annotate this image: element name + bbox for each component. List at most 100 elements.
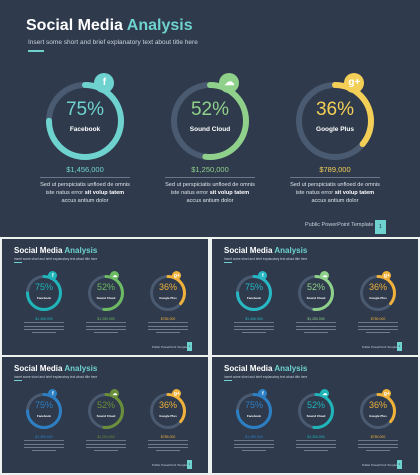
desc-line-placeholder xyxy=(358,443,398,445)
ring-progress-arc xyxy=(296,82,374,160)
title-underline xyxy=(224,380,232,381)
desc-line-placeholder xyxy=(358,328,398,330)
desc-line-placeholder xyxy=(366,449,390,451)
description-text xyxy=(354,442,402,452)
soundcloud-icon[interactable]: ☁ xyxy=(219,72,240,93)
progress-ring-svg xyxy=(296,82,374,160)
ring-progress-arc xyxy=(46,82,124,160)
stat-ring-google-plus: 36% Google Plus g+ xyxy=(150,271,186,311)
title-underline xyxy=(14,262,22,263)
title-underline xyxy=(28,50,44,52)
slide-thumbnail-3[interactable]: Social Media Analysis Insert some short a… xyxy=(2,357,208,473)
icon-glyph: g+ xyxy=(348,77,361,89)
icon-glyph: ☁ xyxy=(112,390,118,397)
facebook-icon[interactable]: f xyxy=(48,271,58,281)
stat-ring-google-plus: 36% Google Plus g+ xyxy=(360,271,396,311)
desc-line-placeholder xyxy=(148,443,188,445)
percent-value: 36% xyxy=(368,400,387,411)
icon-glyph: f xyxy=(261,390,264,397)
ring-progress-arc xyxy=(26,393,62,429)
page-number: 1 xyxy=(397,342,402,351)
facebook-icon[interactable]: f xyxy=(48,389,58,399)
main-slide[interactable]: Social Media Analysis Insert some short … xyxy=(0,0,420,237)
platform-label: Facebook xyxy=(36,413,51,418)
amount-value: $789,000 xyxy=(319,165,351,174)
stat-ring-facebook: 75% Facebook f xyxy=(26,271,62,311)
google-plus-icon[interactable]: g+ xyxy=(172,389,182,399)
soundcloud-icon[interactable]: ☁ xyxy=(320,389,330,399)
progress-ring-svg xyxy=(150,393,186,429)
amount-divider xyxy=(40,177,130,178)
desc-line-placeholder xyxy=(296,325,336,327)
title-main-text: Social Media xyxy=(14,364,65,373)
ring-progress-arc xyxy=(150,275,186,311)
desc-line-placeholder xyxy=(24,328,64,330)
amount-value: $1,456,000 xyxy=(35,435,53,439)
stat-ring-soundcloud: 52% Sound Cloud ☁ xyxy=(88,389,124,429)
facebook-icon[interactable]: f xyxy=(258,271,268,281)
slide-thumbnail-2[interactable]: Social Media Analysis Insert some short a… xyxy=(212,239,418,355)
ring-progress-arc xyxy=(298,393,334,429)
google-plus-icon[interactable]: g+ xyxy=(382,271,392,281)
stat-ring-google-plus: 36% Google Plus g+ xyxy=(360,389,396,429)
percent-value: 52% xyxy=(306,282,325,293)
percent-value: 36% xyxy=(368,282,387,293)
desc-line-placeholder xyxy=(148,325,188,327)
percent-value: 52% xyxy=(190,99,230,121)
title-accent-text: Analysis xyxy=(274,364,308,373)
thumb-title: Social Media Analysis xyxy=(14,364,97,373)
google-plus-icon[interactable]: g+ xyxy=(344,72,365,93)
ring-progress-arc xyxy=(236,393,272,429)
percent-value: 75% xyxy=(244,282,263,293)
desc-line-placeholder xyxy=(24,325,64,327)
desc-line-placeholder xyxy=(86,443,126,445)
description-text xyxy=(20,442,68,452)
amount-divider xyxy=(290,177,380,178)
desc-line-3: accus antium dolor xyxy=(186,198,234,204)
amount-divider xyxy=(234,440,274,441)
slide-thumbnail-4[interactable]: Social Media Analysis Insert some short a… xyxy=(212,357,418,473)
desc-line-2-bold: sit volup tatem xyxy=(209,190,250,196)
amount-divider xyxy=(165,177,255,178)
ring-progress-arc xyxy=(360,275,396,311)
soundcloud-icon[interactable]: ☁ xyxy=(110,271,120,281)
desc-line-placeholder xyxy=(304,331,328,333)
ring-progress-arc xyxy=(236,275,272,311)
desc-line-placeholder xyxy=(24,443,64,445)
google-plus-icon[interactable]: g+ xyxy=(172,271,182,281)
platform-label: Google Plus xyxy=(159,295,177,300)
description-text: Sed ut perspiciatis unfloed de omnis iste… xyxy=(150,181,270,205)
description-text xyxy=(230,442,278,452)
percent-value: 75% xyxy=(65,99,105,121)
amount-value: $789,000 xyxy=(160,317,176,321)
soundcloud-icon[interactable]: ☁ xyxy=(110,389,120,399)
description-text xyxy=(20,324,68,334)
stat-ring-soundcloud: 52% Sound Cloud ☁ xyxy=(88,271,124,311)
platform-label: Sound Cloud xyxy=(306,295,326,300)
slide-thumbnail-1[interactable]: Social Media Analysis Insert some short a… xyxy=(2,239,208,355)
title-accent-text: Analysis xyxy=(126,17,193,34)
amount-divider xyxy=(86,322,126,323)
thumb-subtitle: Insert some short and brief explanatory … xyxy=(224,257,308,261)
facebook-icon[interactable]: f xyxy=(258,389,268,399)
amount-value: $789,000 xyxy=(370,317,386,321)
page-number: 1 xyxy=(187,460,192,469)
google-plus-icon[interactable]: g+ xyxy=(382,389,392,399)
title-accent-text: Analysis xyxy=(64,364,98,373)
desc-line-placeholder xyxy=(242,449,266,451)
facebook-icon[interactable]: f xyxy=(94,72,115,93)
desc-line-placeholder xyxy=(86,328,126,330)
slide-subtitle: Insert some short and brief explanatory … xyxy=(28,39,198,46)
platform-label: Google Plus xyxy=(369,413,387,418)
desc-line-placeholder xyxy=(94,331,118,333)
platform-label: Facebook xyxy=(69,125,101,133)
desc-line-3: accus antium dolor xyxy=(61,198,109,204)
ring-progress-arc xyxy=(88,393,124,429)
percent-value: 36% xyxy=(158,282,177,293)
title-main-text: Social Media xyxy=(26,17,127,34)
desc-line-placeholder xyxy=(296,446,336,448)
progress-ring-svg xyxy=(236,275,272,311)
icon-glyph: ☁ xyxy=(112,272,118,279)
soundcloud-icon[interactable]: ☁ xyxy=(320,271,330,281)
platform-label: Google Plus xyxy=(159,413,177,418)
